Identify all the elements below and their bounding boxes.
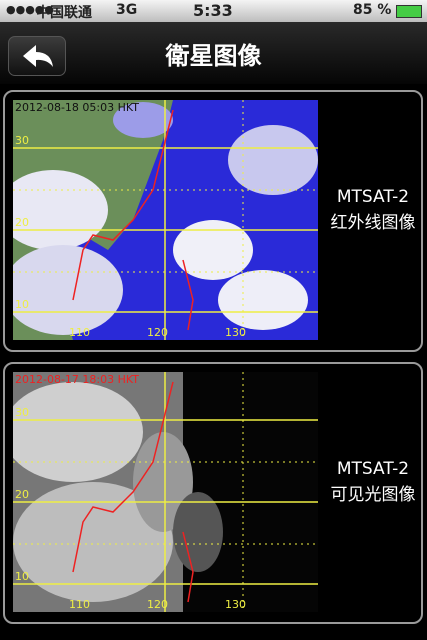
satellite-name: MTSAT-2	[336, 187, 410, 207]
lat-label: 20	[15, 216, 29, 229]
lon-label: 120	[147, 598, 168, 611]
image-type: 可见光图像	[330, 485, 416, 505]
image-type: 红外线图像	[330, 213, 416, 233]
back-button[interactable]	[8, 36, 66, 76]
time: 5:33	[193, 1, 233, 20]
lon-label: 120	[147, 326, 168, 339]
signal: ●●●●●	[6, 3, 54, 16]
lon-label: 130	[225, 598, 246, 611]
carrier: 中国联通	[36, 5, 92, 21]
satellite-label: MTSAT-2 可见光图像	[323, 456, 423, 508]
nav-title: 衛星图像	[165, 42, 262, 70]
satellite-name: MTSAT-2	[336, 459, 410, 479]
battery-icon	[396, 5, 422, 18]
satellite-card[interactable]: 2012-08-18 05:03 HKT 30 20 10 110 120 130 MTSA…	[3, 90, 423, 352]
lon-label: 130	[225, 326, 246, 339]
timestamp: 2012-08-17 18:03 HKT	[15, 373, 139, 386]
battery-level: 85 %	[353, 2, 392, 18]
lat-label: 30	[15, 134, 29, 147]
lat-label: 10	[15, 298, 29, 311]
nav-bar: 衛星图像	[0, 22, 427, 84]
lon-label: 110	[69, 326, 90, 339]
lat-label: 20	[15, 488, 29, 501]
satellite-label: MTSAT-2 红外线图像	[323, 184, 423, 236]
lat-label: 10	[15, 570, 29, 583]
satellite-image[interactable]: 2012-08-18 05:03 HKT 30 20 10 110 120 130	[13, 100, 318, 340]
satellite-card[interactable]: 2012-08-17 18:03 HKT 30 20 10 110 120 130 MTSA…	[3, 362, 423, 624]
timestamp: 2012-08-18 05:03 HKT	[15, 101, 139, 114]
network: 3G	[116, 2, 138, 18]
status-bar: ●●●●● 中国联通 3G 5:33 85 %	[0, 0, 427, 22]
lat-label: 30	[15, 406, 29, 419]
lon-label: 110	[69, 598, 90, 611]
satellite-image[interactable]: 2012-08-17 18:03 HKT 30 20 10 110 120 130	[13, 372, 318, 612]
back-arrow	[23, 45, 53, 67]
